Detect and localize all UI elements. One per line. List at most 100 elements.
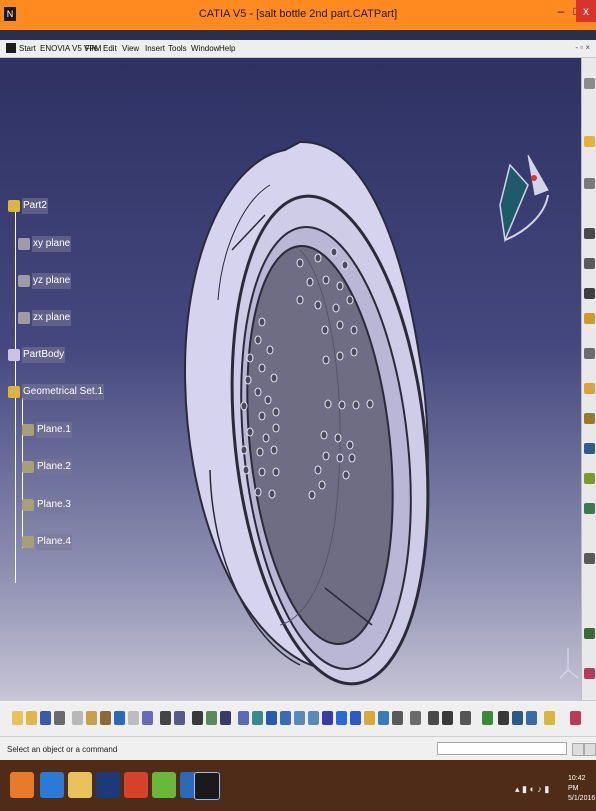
catia-app-icon[interactable]: N [4, 7, 16, 21]
system-tray[interactable]: ▴ ▮ ◐ ♪ ▮ [515, 784, 550, 794]
shaft-tool-icon[interactable] [584, 228, 595, 239]
menu-file[interactable]: File [85, 44, 98, 53]
fly-mode-icon[interactable] [238, 711, 249, 725]
status-bar: Select an object or a command [0, 736, 596, 761]
thickness-tool-icon[interactable] [584, 503, 595, 514]
shading-icon[interactable] [364, 711, 375, 725]
clock[interactable]: 10:42 PM 5/1/2016 [568, 774, 596, 804]
undo-icon[interactable] [114, 711, 125, 725]
constraints-icon[interactable] [442, 711, 453, 725]
title-bar: N CATIA V5 - [salt bottle 2nd part.CATPa… [0, 0, 596, 30]
catia-logo-icon[interactable] [584, 668, 595, 679]
multi-view-icon[interactable] [336, 711, 347, 725]
file-explorer-icon[interactable] [68, 772, 92, 798]
bottom-toolbar [0, 700, 596, 737]
plane-icon [22, 536, 34, 548]
scale-icon[interactable] [206, 711, 217, 725]
paste-icon[interactable] [100, 711, 111, 725]
plane-icon [22, 499, 34, 511]
menu-insert[interactable]: Insert [145, 44, 166, 53]
redo-icon[interactable] [128, 711, 139, 725]
windows-taskbar: ▴ ▮ ◐ ♪ ▮ 10:42 PM 5/1/2016 [0, 760, 596, 811]
table-icon[interactable] [512, 711, 523, 725]
measure-icon[interactable] [192, 711, 203, 725]
catia-taskbar-icon[interactable] [194, 772, 220, 800]
hole-tool-icon[interactable] [584, 288, 595, 299]
status-message: Select an object or a command [7, 745, 118, 754]
iso-view-icon[interactable] [350, 711, 361, 725]
part-icon [8, 200, 20, 212]
slot-tool-icon[interactable] [584, 348, 595, 359]
chamfer-tool-icon[interactable] [584, 413, 595, 424]
part-model[interactable] [0, 58, 581, 700]
document-menu-icon[interactable] [6, 43, 16, 53]
hide-show-icon[interactable] [378, 711, 389, 725]
menu-tools[interactable]: Tools [168, 44, 187, 53]
bottle-part [183, 140, 430, 686]
fillet-tool-icon[interactable] [584, 383, 595, 394]
knowledge-icon[interactable] [526, 711, 537, 725]
rotate-icon[interactable] [280, 711, 291, 725]
update-icon[interactable] [460, 711, 471, 725]
publication-icon[interactable] [482, 711, 493, 725]
open-icon[interactable] [26, 711, 37, 725]
body-icon [8, 349, 20, 361]
command-history-button[interactable] [572, 743, 584, 756]
menu-bar: Start ENOVIA V5 VPM File Edit View Inser… [0, 40, 596, 58]
pocket-tool-icon[interactable] [584, 178, 595, 189]
snap-to-point-icon[interactable] [428, 711, 439, 725]
catalog-icon[interactable] [174, 711, 185, 725]
clock-date: 5/1/2016 [568, 795, 596, 802]
mdi-window-buttons[interactable]: - ▫ × [575, 43, 590, 52]
swap-visible-space-icon[interactable] [392, 711, 403, 725]
normal-view-icon[interactable] [322, 711, 333, 725]
copy-icon[interactable] [86, 711, 97, 725]
plane-icon [18, 312, 30, 324]
pan-icon[interactable] [266, 711, 277, 725]
utorrent-icon[interactable] [152, 772, 176, 798]
cut-icon[interactable] [72, 711, 83, 725]
zoom-out-icon[interactable] [308, 711, 319, 725]
3d-viewport[interactable]: Part2 xy plane yz plane zx plane PartBod… [0, 58, 581, 700]
sketch-analysis-icon[interactable] [410, 711, 421, 725]
windows-start-icon[interactable] [10, 772, 34, 798]
toolbar-overflow-icon[interactable] [544, 711, 555, 725]
internet-explorer-icon[interactable] [40, 772, 64, 798]
apply-material-icon[interactable] [220, 711, 231, 725]
rib-tool-icon[interactable] [584, 313, 595, 324]
save-icon[interactable] [40, 711, 51, 725]
photoshop-icon[interactable] [96, 772, 120, 798]
boolean-tool-icon[interactable] [584, 628, 595, 639]
menu-start[interactable]: Start [19, 44, 36, 53]
print-icon[interactable] [54, 711, 65, 725]
compass-widget[interactable] [499, 154, 549, 243]
draft-tool-icon[interactable] [584, 443, 595, 454]
groove-tool-icon[interactable] [584, 258, 595, 269]
right-toolbar [581, 58, 596, 700]
axis-triad [559, 648, 579, 679]
menu-enovia[interactable]: ENOVIA V5 VPM [40, 44, 102, 53]
plane-icon [22, 424, 34, 436]
fit-all-icon[interactable] [252, 711, 263, 725]
zoom-in-icon[interactable] [294, 711, 305, 725]
command-input[interactable] [437, 742, 567, 755]
formula-icon[interactable] [160, 711, 171, 725]
pad-tool-icon[interactable] [584, 136, 595, 147]
new-icon[interactable] [12, 711, 23, 725]
menu-view[interactable]: View [122, 44, 140, 53]
close-button[interactable]: x [576, 0, 596, 22]
pattern-tool-icon[interactable] [584, 553, 595, 564]
command-stop-button[interactable] [584, 743, 596, 756]
menu-help[interactable]: Help [219, 44, 236, 53]
chrome-icon[interactable] [124, 772, 148, 798]
menu-window[interactable]: Window [191, 44, 220, 53]
sketcher-tool-icon[interactable] [584, 78, 595, 89]
catia-compass-logo-icon[interactable] [570, 711, 581, 725]
minimize-button[interactable]: – [557, 4, 565, 18]
shell-tool-icon[interactable] [584, 473, 595, 484]
menu-edit[interactable]: Edit [103, 44, 117, 53]
parameters-icon[interactable] [498, 711, 509, 725]
window-title: CATIA V5 - [salt bottle 2nd part.CATPart… [198, 8, 398, 20]
whats-this-icon[interactable] [142, 711, 153, 725]
plane-icon [18, 238, 30, 250]
